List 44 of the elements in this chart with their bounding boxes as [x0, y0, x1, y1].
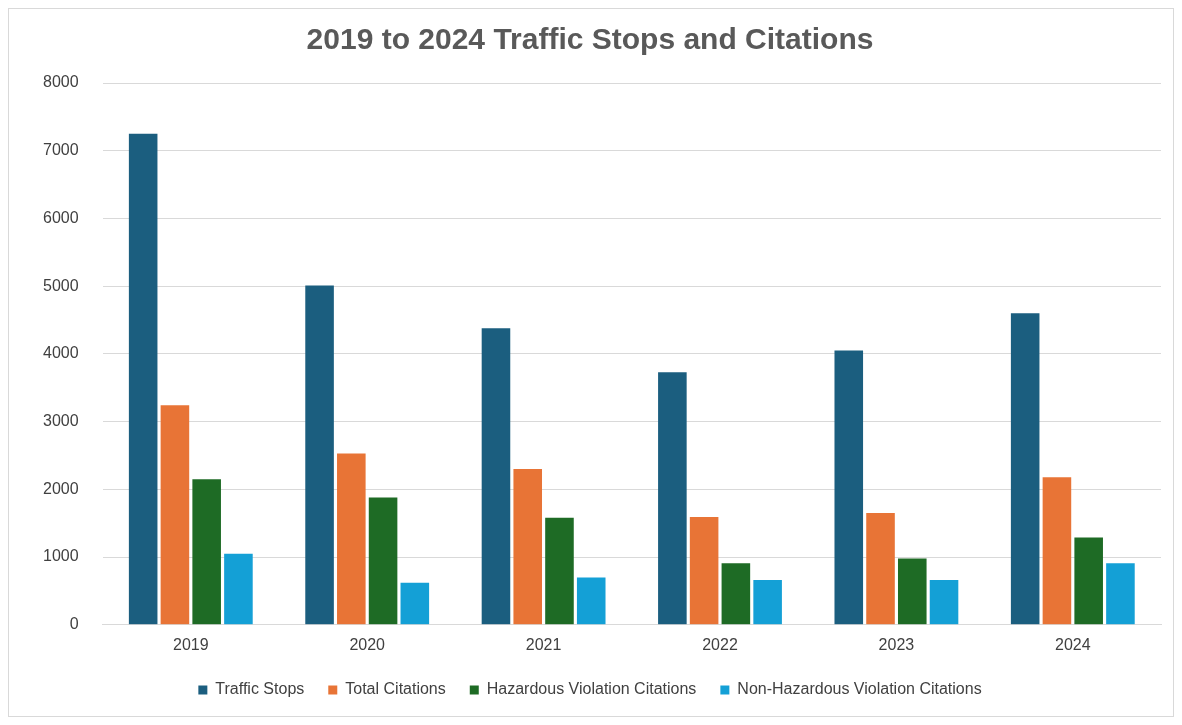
y-tick-label: 1000 [43, 547, 79, 565]
x-tick-label: 2021 [525, 635, 562, 653]
bar [1074, 537, 1103, 625]
legend-label: Hazardous Violation Citations [486, 680, 697, 698]
bar [1042, 477, 1072, 625]
bar [658, 372, 687, 625]
bar [834, 350, 864, 625]
bar [576, 577, 606, 625]
bar [1010, 313, 1040, 625]
bar [897, 558, 927, 625]
bar [481, 328, 511, 625]
x-tick-label: 2023 [878, 635, 915, 653]
y-tick-label: 7000 [43, 141, 79, 159]
bar [513, 469, 543, 625]
x-tick-label: 2024 [1055, 635, 1091, 653]
y-tick-label: 5000 [43, 276, 79, 294]
bar [368, 497, 398, 625]
bar [929, 580, 959, 625]
y-tick-label: 8000 [43, 73, 79, 91]
bar [192, 479, 221, 625]
legend-label: Non-Hazardous Violation Citations [737, 680, 982, 698]
chart-title: 2019 to 2024 Traffic Stops and Citations [306, 22, 874, 56]
bar [337, 453, 366, 625]
bar [545, 517, 574, 625]
bar [160, 405, 190, 625]
x-tick-label: 2022 [702, 635, 738, 653]
bar [866, 513, 895, 625]
bar [1106, 563, 1135, 625]
legend-label: Traffic Stops [215, 680, 305, 698]
x-tick-label: 2019 [173, 635, 209, 653]
bar [128, 133, 158, 625]
y-tick-label: 3000 [43, 412, 79, 430]
bar [721, 563, 751, 625]
y-tick-label: 4000 [43, 344, 79, 362]
bar [400, 582, 430, 625]
legend-label: Total Citations [345, 680, 446, 698]
y-tick-label: 2000 [43, 479, 79, 497]
bar [224, 553, 253, 625]
bar [689, 517, 719, 625]
y-tick-label: 0 [69, 615, 79, 633]
x-tick-label: 2020 [349, 635, 386, 653]
y-tick-label: 6000 [43, 208, 79, 226]
bar [753, 580, 782, 625]
bar [305, 285, 334, 625]
